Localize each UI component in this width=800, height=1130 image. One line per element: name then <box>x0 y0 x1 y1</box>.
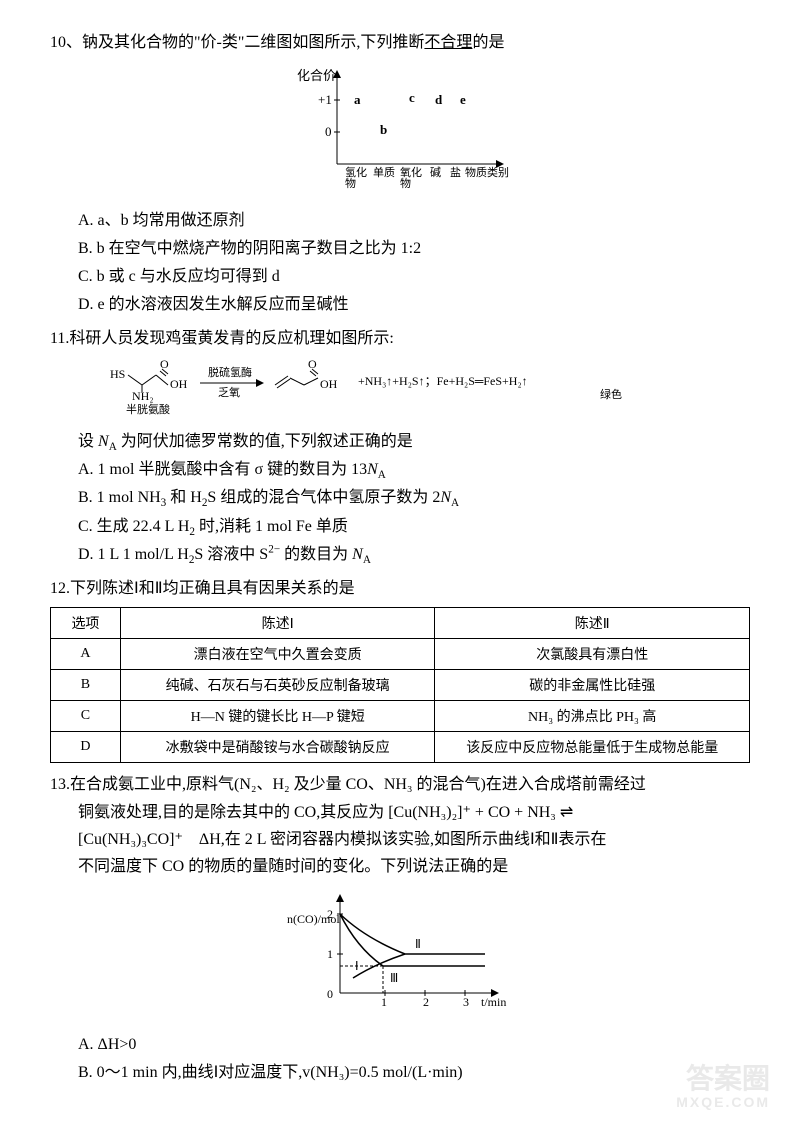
svg-text:Ⅱ: Ⅱ <box>415 937 421 951</box>
q13-diagram: n(CO)/mol n(CO)/mol 2 1 0 1 2 3 t/min Ⅱ … <box>50 888 750 1023</box>
svg-text:OH: OH <box>320 377 338 391</box>
watermark-main: 答案圈 <box>686 1063 770 1094</box>
q13-stem-line-1: 铜氨液处理,目的是除去其中的 CO,其反应为 [Cu(NH₃)₂]⁺ + CO … <box>50 804 573 821</box>
q11-arrow-bottom: 乏氧 <box>218 385 240 399</box>
question-10: 10、钠及其化合物的"价-类"二维图如图所示,下列推断不合理的是 化合价 +1 … <box>50 30 750 318</box>
q11-arrow-top: 脱硫氢酶 <box>208 365 252 379</box>
watermark: 答案圈 MXQE.COM <box>676 1064 770 1110</box>
q11-stem-text: 科研人员发现鸡蛋黄发青的反应机理如图所示: <box>69 330 393 347</box>
q10-point-a: a <box>354 92 361 107</box>
q11-option-b: B. 1 mol NH3 和 H2S 组成的混合气体中氢原子数为 2NA <box>78 484 750 511</box>
q12-table: 选项 陈述Ⅰ 陈述Ⅱ A 漂白液在空气中久置会变质 次氯酸具有漂白性 B 纯碱、… <box>50 607 750 763</box>
svg-text:2: 2 <box>423 995 429 1009</box>
q11-stem: 11.科研人员发现鸡蛋黄发青的反应机理如图所示: <box>50 326 750 352</box>
q10-xlabel-4: 盐 <box>450 166 461 179</box>
table-row: D 冰敷袋中是硝酸铵与水合碳酸钠反应 该反应中反应物总能量低于生成物总能量 <box>51 732 750 763</box>
q10-ytick2: 0 <box>325 124 332 139</box>
q13-stem-line-0: 在合成氨工业中,原料气(N₂、H₂ 及少量 CO、NH₃ 的混合气)在进入合成塔… <box>70 776 646 793</box>
q11-below: 设 NA 为阿伏加德罗常数的值,下列叙述正确的是 A. 1 mol 半胱氨酸中含… <box>50 428 750 568</box>
q10-stem-text: 钠及其化合物的"价-类"二维图如图所示,下列推断 <box>82 34 424 51</box>
svg-text:物: 物 <box>345 176 356 190</box>
svg-text:NH₂: NH₂ <box>132 389 154 403</box>
q11-option-d: D. 1 L 1 mol/L H2S 溶液中 S2− 的数目为 NA <box>78 541 750 568</box>
table-row: A 漂白液在空气中久置会变质 次氯酸具有漂白性 <box>51 639 750 670</box>
q10-number: 10、 <box>50 34 82 51</box>
question-12: 12.下列陈述Ⅰ和Ⅱ均正确且具有因果关系的是 选项 陈述Ⅰ 陈述Ⅱ A 漂白液在… <box>50 576 750 764</box>
q13-option-a: A. ΔH>0 <box>78 1031 750 1058</box>
svg-text:1: 1 <box>327 947 333 961</box>
q10-chart-svg: 化合价 +1 0 a b c d e 氢化 物 单质 氧化 物 碱 盐 物质类别 <box>285 64 515 194</box>
svg-text:1: 1 <box>381 995 387 1009</box>
q10-ytick1: +1 <box>318 92 332 107</box>
q10-underline: 不合理 <box>424 34 472 51</box>
q12-stem-text: 下列陈述Ⅰ和Ⅱ均正确且具有因果关系的是 <box>70 580 355 597</box>
q10-ylabel: 化合价 <box>297 68 336 83</box>
q10-stem-end: 的是 <box>472 34 504 51</box>
q11-line2: 设 NA 为阿伏加德罗常数的值,下列叙述正确的是 <box>78 428 750 455</box>
q10-option-c: C. b 或 c 与水反应均可得到 d <box>78 263 750 290</box>
q12-number: 12. <box>50 580 70 597</box>
question-13: 13.在合成氨工业中,原料气(N₂、H₂ 及少量 CO、NH₃ 的混合气)在进入… <box>50 771 750 1086</box>
q11-reaction: HS OH O NH₂ 半胱氨酸 脱硫氢酶 乏氧 OH O +NH₃↑+H₂S↑… <box>50 352 750 428</box>
q10-point-b: b <box>380 122 387 137</box>
q10-xlabel-0: 氢化 <box>345 165 367 179</box>
q10-xlabel-suffix: 物质类别 <box>465 165 509 179</box>
q10-point-e: e <box>460 92 466 107</box>
q12-th-0: 选项 <box>51 608 121 639</box>
question-11: 11.科研人员发现鸡蛋黄发青的反应机理如图所示: HS OH O NH₂ 半胱氨… <box>50 326 750 568</box>
svg-text:3: 3 <box>463 995 469 1009</box>
q10-xlabel-1: 单质 <box>373 166 395 179</box>
q10-xlabel-3: 碱 <box>430 166 441 179</box>
q11-option-a: A. 1 mol 半胱氨酸中含有 σ 键的数目为 13NA <box>78 456 750 483</box>
q10-options: A. a、b 均常用做还原剂 B. b 在空气中燃烧产物的阴阳离子数目之比为 1… <box>50 207 750 319</box>
q10-diagram: 化合价 +1 0 a b c d e 氢化 物 单质 氧化 物 碱 盐 物质类别 <box>50 64 750 199</box>
q12-header-row: 选项 陈述Ⅰ 陈述Ⅱ <box>51 608 750 639</box>
q13-stem: 13.在合成氨工业中,原料气(N₂、H₂ 及少量 CO、NH₃ 的混合气)在进入… <box>50 771 750 880</box>
svg-text:O: O <box>160 358 169 371</box>
q11-number: 11. <box>50 330 69 347</box>
q10-option-d: D. e 的水溶液因发生水解反应而呈碱性 <box>78 291 750 318</box>
q11-reactant-label: 半胱氨酸 <box>126 402 170 416</box>
svg-text:OH: OH <box>170 377 188 391</box>
q13-stem-line-3: 不同温度下 CO 的物质的量随时间的变化。下列说法正确的是 <box>50 858 508 875</box>
svg-text:Ⅲ: Ⅲ <box>390 971 398 985</box>
q11-reaction-tail: +NH₃↑+H₂S↑；Fe+H₂S═FeS+H₂↑ <box>358 374 528 388</box>
q10-option-b: B. b 在空气中燃烧产物的阴阳离子数目之比为 1:2 <box>78 235 750 262</box>
q13-xlabel: t/min <box>481 995 506 1009</box>
svg-text:物: 物 <box>400 176 411 190</box>
q13-chart-svg: n(CO)/mol n(CO)/mol 2 1 0 1 2 3 t/min Ⅱ … <box>285 888 515 1018</box>
q11-tail-label: 绿色 <box>600 387 622 401</box>
q13-option-b: B. 0～1 min 内,曲线Ⅰ对应温度下,v(NH₃)=0.5 mol/(L·… <box>78 1059 750 1086</box>
svg-text:HS: HS <box>110 367 125 381</box>
q13-number: 13. <box>50 776 70 793</box>
q10-option-a: A. a、b 均常用做还原剂 <box>78 207 750 234</box>
watermark-sub: MXQE.COM <box>676 1095 770 1110</box>
svg-text:2: 2 <box>327 907 333 921</box>
q10-stem: 10、钠及其化合物的"价-类"二维图如图所示,下列推断不合理的是 <box>50 30 750 56</box>
q12-th-2: 陈述Ⅱ <box>435 608 750 639</box>
svg-text:Ⅰ: Ⅰ <box>355 959 359 973</box>
q10-point-c: c <box>409 90 415 105</box>
table-row: B 纯碱、石灰石与石英砂反应制备玻璃 碳的非金属性比硅强 <box>51 670 750 701</box>
q11-reaction-svg: HS OH O NH₂ 半胱氨酸 脱硫氢酶 乏氧 OH O +NH₃↑+H₂S↑… <box>90 358 710 418</box>
q13-options: A. ΔH>0 B. 0～1 min 内,曲线Ⅰ对应温度下,v(NH₃)=0.5… <box>50 1031 750 1086</box>
q13-stem-line-2: [Cu(NH₃)₃CO]⁺ ΔH,在 2 L 密闭容器内模拟该实验,如图所示曲线… <box>50 831 607 848</box>
q12-stem: 12.下列陈述Ⅰ和Ⅱ均正确且具有因果关系的是 <box>50 576 750 602</box>
table-row: C H—N 键的键长比 H—P 键短 NH₃ 的沸点比 PH₃ 高 <box>51 701 750 732</box>
q10-xlabel-2: 氧化 <box>400 165 422 179</box>
q10-point-d: d <box>435 92 443 107</box>
svg-text:0: 0 <box>327 987 333 1001</box>
q11-option-c: C. 生成 22.4 L H2 时,消耗 1 mol Fe 单质 <box>78 513 750 540</box>
q12-th-1: 陈述Ⅰ <box>120 608 435 639</box>
